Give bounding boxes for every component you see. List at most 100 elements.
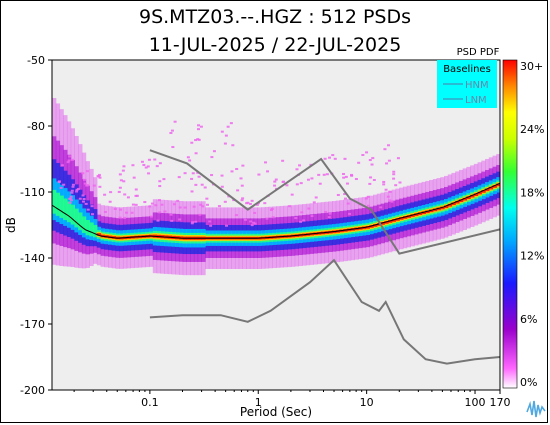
- pdf-density-cell: [444, 205, 449, 209]
- colorbar-tick-label: 12%: [520, 250, 544, 263]
- pdf-density-cell: [388, 220, 393, 223]
- pdf-scatter-cell: [162, 178, 166, 181]
- pdf-scatter-cell: [250, 199, 254, 202]
- pdf-scatter-cell: [113, 207, 117, 210]
- x-tick-label: 10: [360, 396, 374, 409]
- pdf-scatter-cell: [226, 125, 230, 128]
- pdf-scatter-cell: [372, 179, 376, 182]
- pdf-scatter-cell: [183, 172, 187, 175]
- pdf-scatter-cell: [241, 164, 245, 167]
- pdf-scatter-cell: [98, 185, 102, 188]
- pdf-scatter-cell: [364, 197, 368, 200]
- pdf-scatter-cell: [290, 193, 294, 196]
- pdf-scatter-cell: [70, 199, 74, 202]
- pdf-scatter-cell: [109, 191, 113, 194]
- pdf-scatter-cell: [230, 170, 234, 173]
- pdf-scatter-cell: [188, 159, 192, 162]
- pdf-scatter-cell: [178, 218, 182, 221]
- pdf-scatter-cell: [270, 207, 274, 210]
- pdf-scatter-cell: [394, 184, 398, 187]
- pdf-scatter-cell: [350, 173, 354, 176]
- pdf-scatter-cell: [190, 177, 194, 180]
- y-axis: -50 -80 -110 -140 -170 -200: [20, 54, 52, 397]
- pdf-scatter-cell: [122, 165, 126, 168]
- pdf-scatter-cell: [220, 185, 224, 188]
- pdf-scatter-cell: [153, 158, 157, 161]
- pdf-scatter-cell: [203, 186, 207, 189]
- pdf-scatter-cell: [294, 217, 298, 220]
- colorbar-tick-label: 30+: [520, 60, 543, 73]
- pdf-scatter-cell: [342, 176, 346, 179]
- pdf-scatter-cell: [183, 206, 187, 209]
- pdf-scatter-cell: [199, 125, 203, 128]
- pdf-scatter-cell: [295, 183, 299, 186]
- pdf-density-cell: [406, 215, 411, 218]
- pdf-density-cell: [462, 197, 467, 201]
- pdf-scatter-cell: [67, 159, 71, 162]
- pdf-density-cell: [373, 224, 378, 227]
- pdf-scatter-cell: [327, 216, 331, 219]
- x-axis-label: Period (Sec): [240, 405, 312, 419]
- hnm-baseline-line: [149, 149, 500, 255]
- pdf-scatter-cell: [85, 184, 89, 187]
- pdf-scatter-cell: [68, 197, 72, 200]
- pdf-scatter-cell: [150, 202, 154, 205]
- pdf-scatter-cell: [60, 164, 64, 167]
- pdf-scatter-cell: [385, 162, 389, 165]
- pdf-scatter-cell: [192, 205, 196, 208]
- pdf-scatter-cell: [158, 180, 162, 183]
- pdf-scatter-cell: [271, 216, 275, 219]
- baselines-layer: [149, 149, 500, 365]
- pdf-scatter-cell: [322, 173, 326, 176]
- pdf-scatter-cell: [229, 122, 233, 125]
- pdf-scatter-cell: [118, 208, 122, 211]
- lnm-baseline-line: [149, 258, 500, 365]
- pdf-scatter-cell: [70, 158, 74, 161]
- pdf-scatter-cell: [325, 173, 329, 176]
- pdf-density-cell: [481, 190, 486, 193]
- pdf-scatter-cell: [173, 120, 177, 123]
- pdf-scatter-cell: [170, 219, 174, 222]
- pdf-scatter-cell: [171, 146, 175, 149]
- pdf-scatter-cell: [240, 184, 244, 187]
- pdf-density-cell: [485, 188, 490, 192]
- pdf-scatter-cell: [336, 193, 340, 196]
- y-tick-label: -110: [20, 186, 45, 199]
- pdf-scatter-cell: [209, 224, 213, 227]
- colorbar-gradient: [502, 59, 518, 389]
- pdf-scatter-cell: [386, 195, 390, 198]
- pdf-scatter-cell: [194, 183, 198, 186]
- y-tick-label: -50: [27, 54, 45, 67]
- pdf-density-cell: [496, 183, 500, 187]
- logo-icon: [525, 395, 547, 421]
- pdf-scatter-cell: [83, 182, 87, 185]
- pdf-scatter-cell: [310, 177, 314, 180]
- pdf-scatter-cell: [368, 182, 372, 185]
- pdf-scatter-cell: [144, 166, 148, 169]
- pdf-scatter-cell: [328, 156, 332, 159]
- pdf-mode-line: [52, 182, 500, 239]
- pdf-density-cell: [376, 223, 382, 226]
- pdf-scatter-cell: [131, 203, 135, 206]
- pdf-density-cell: [488, 186, 494, 190]
- pdf-scatter-cell: [323, 157, 327, 160]
- y-tick-label: -80: [27, 120, 45, 133]
- pdf-scatter-cell: [62, 183, 66, 186]
- pdf-scatter-cell: [252, 221, 256, 224]
- pdf-scatter-cell: [68, 155, 72, 158]
- pdf-scatter-cell: [66, 161, 70, 164]
- pdf-scatter-cell: [194, 220, 198, 223]
- pdf-scatter-cell: [121, 169, 125, 172]
- pdf-scatter-cell: [148, 205, 152, 208]
- colorbar-tick-label: 24%: [520, 123, 544, 136]
- pdf-scatter-cell: [97, 173, 101, 176]
- pdf-scatter-cell: [140, 160, 144, 163]
- pdf-scatter-cell: [158, 185, 162, 188]
- pdf-density-cell: [384, 221, 389, 224]
- pdf-scatter-cell: [255, 203, 259, 206]
- pdf-scatter-cell: [190, 190, 194, 193]
- pdf-scatter-cell: [118, 173, 122, 176]
- chart-subtitle: 11-JUL-2025 / 22-JUL-2025: [148, 34, 402, 56]
- pdf-scatter-cell: [123, 193, 127, 196]
